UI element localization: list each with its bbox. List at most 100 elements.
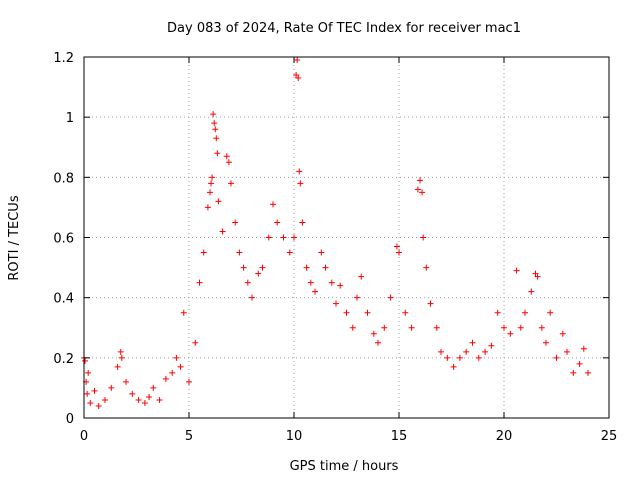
- data-point: [564, 348, 570, 355]
- y-tick-label: 1.2: [53, 51, 74, 66]
- data-point: [291, 234, 297, 241]
- data-point: [381, 324, 388, 331]
- gridlines: [84, 57, 609, 418]
- data-point: [249, 294, 255, 301]
- data-point: [240, 264, 247, 271]
- data-point: [117, 348, 124, 355]
- data-point: [427, 300, 434, 307]
- data-point: [296, 168, 303, 175]
- x-tick-label: 5: [185, 429, 193, 444]
- data-point: [299, 219, 306, 226]
- data-point: [538, 324, 545, 331]
- chart-title: Day 083 of 2024, Rate Of TEC Index for r…: [167, 21, 521, 36]
- data-point: [150, 384, 157, 391]
- data-point: [274, 219, 281, 226]
- x-tick-label: 10: [286, 429, 303, 444]
- data-point: [307, 279, 314, 286]
- data-point: [228, 180, 234, 187]
- data-point: [177, 363, 184, 370]
- x-tick-label: 15: [391, 429, 408, 444]
- data-point: [469, 339, 476, 346]
- data-point: [576, 360, 583, 367]
- data-point: [450, 363, 457, 370]
- data-point: [559, 330, 566, 337]
- data-point: [513, 267, 520, 274]
- data-point: [135, 396, 142, 403]
- data-point: [522, 309, 528, 316]
- data-point: [84, 390, 91, 397]
- data-point: [297, 180, 304, 187]
- data-point: [108, 384, 115, 391]
- data-point: [213, 135, 220, 142]
- data-point: [475, 354, 482, 361]
- data-point: [585, 369, 591, 376]
- data-point: [370, 330, 377, 337]
- data-point: [364, 309, 371, 316]
- data-point: [343, 309, 350, 316]
- data-point: [358, 273, 365, 280]
- data-markers: [81, 57, 591, 409]
- data-point: [456, 354, 463, 361]
- data-point: [286, 249, 293, 256]
- data-point: [517, 324, 524, 331]
- data-point: [349, 324, 356, 331]
- data-point: [215, 198, 222, 205]
- data-point: [162, 375, 169, 382]
- data-point: [393, 243, 400, 250]
- data-point: [337, 282, 344, 289]
- data-point: [141, 399, 148, 406]
- data-point: [114, 363, 121, 370]
- data-point: [303, 264, 310, 271]
- data-point: [210, 111, 217, 118]
- data-point: [196, 279, 203, 286]
- data-point: [200, 249, 207, 256]
- x-tick-label: 0: [80, 429, 88, 444]
- data-point: [219, 228, 226, 235]
- y-tick-label: 0: [66, 412, 74, 427]
- data-point: [333, 300, 339, 307]
- data-point: [225, 159, 232, 166]
- data-point: [265, 234, 272, 241]
- data-point: [295, 75, 302, 82]
- data-point: [419, 189, 426, 196]
- y-tick-label: 0.4: [53, 292, 74, 307]
- data-point: [294, 57, 301, 64]
- data-point: [312, 288, 318, 295]
- data-point: [463, 348, 470, 355]
- data-point: [387, 294, 394, 301]
- data-point: [280, 234, 287, 241]
- data-point: [375, 339, 381, 346]
- data-point: [570, 369, 577, 376]
- data-point: [212, 126, 219, 133]
- data-point: [507, 330, 514, 337]
- data-point: [204, 204, 211, 211]
- data-point: [482, 348, 489, 355]
- plot-frame: [83, 56, 610, 419]
- data-point: [255, 270, 262, 277]
- data-point: [223, 153, 230, 160]
- data-point: [270, 201, 276, 208]
- data-point: [580, 345, 587, 352]
- y-tick-label: 0.2: [53, 352, 74, 367]
- data-point: [207, 189, 213, 196]
- data-point: [543, 339, 549, 346]
- data-point: [553, 354, 560, 361]
- data-point: [528, 288, 535, 295]
- y-tick-label: 1: [66, 111, 74, 126]
- data-point: [169, 369, 176, 376]
- data-point: [318, 249, 325, 256]
- data-point: [444, 354, 451, 361]
- data-point: [354, 294, 360, 301]
- x-axis-label: GPS time / hours: [290, 459, 399, 474]
- data-point: [95, 402, 102, 409]
- data-point: [186, 378, 192, 385]
- data-point: [91, 387, 98, 394]
- data-point: [118, 354, 125, 361]
- data-point: [532, 270, 539, 277]
- data-point: [259, 264, 266, 271]
- data-point: [408, 324, 415, 331]
- data-point: [420, 234, 427, 241]
- data-point: [244, 279, 251, 286]
- data-point: [180, 309, 187, 316]
- y-tick-label: 0.6: [53, 232, 74, 247]
